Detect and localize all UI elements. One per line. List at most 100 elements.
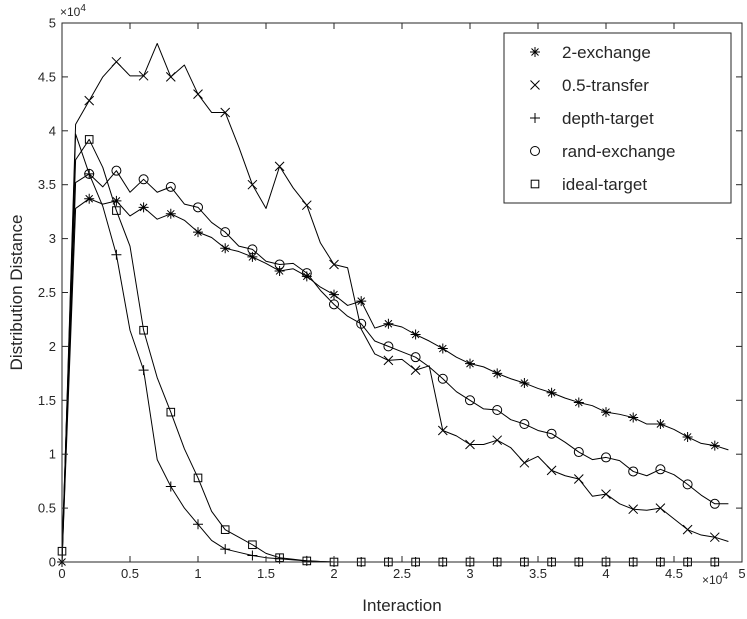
- data-point: [682, 524, 693, 535]
- y-tick-label: 4.5: [38, 69, 56, 84]
- data-point: [301, 200, 312, 211]
- data-point: [682, 479, 693, 490]
- data-point: [628, 466, 639, 477]
- data-point: [301, 271, 312, 282]
- data-point: [709, 440, 720, 451]
- legend-item: 2-exchange: [530, 43, 651, 62]
- y-tick-label: 0: [49, 555, 56, 570]
- data-point: [601, 452, 611, 463]
- data-point: [84, 193, 95, 204]
- data-point: [111, 165, 122, 176]
- legend-item: rand-exchange: [530, 142, 675, 161]
- data-point: [437, 343, 448, 354]
- legend-label: 0.5-transfer: [562, 76, 649, 95]
- data-point: [519, 457, 530, 468]
- legend-marker: [530, 179, 540, 189]
- data-point: [546, 387, 557, 398]
- x-tick-label: 5: [738, 566, 745, 581]
- legend-box: [503, 32, 732, 204]
- y-axis-exponent: ×104: [60, 3, 86, 19]
- data-point: [111, 249, 122, 260]
- series-0.5-transfer: [61, 42, 729, 563]
- data-point: [138, 202, 149, 213]
- legend-marker: [530, 146, 540, 156]
- data-point: [601, 489, 611, 499]
- data-point: [709, 498, 720, 509]
- data-point: [274, 265, 285, 276]
- data-point: [356, 296, 367, 307]
- data-point: [329, 259, 339, 270]
- data-point: [247, 179, 258, 190]
- data-point: [356, 318, 367, 329]
- y-tick-label: 4: [49, 123, 56, 138]
- legend-label: ideal-target: [562, 175, 647, 194]
- x-axis-label: Interaction: [362, 596, 441, 615]
- x-tick-label: 1.5: [257, 566, 275, 581]
- y-tick-label: 3.5: [38, 177, 56, 192]
- data-point: [274, 161, 285, 172]
- data-point: [655, 464, 666, 475]
- data-point: [193, 202, 203, 213]
- legend-marker: [530, 47, 540, 57]
- data-point: [165, 208, 176, 219]
- data-point: [111, 195, 122, 206]
- x-axis-exponent: ×104: [702, 571, 728, 587]
- data-point: [573, 474, 584, 484]
- data-point: [519, 378, 530, 389]
- data-point: [655, 503, 666, 513]
- data-point: [601, 407, 611, 418]
- y-tick-label: 0.5: [38, 501, 56, 516]
- x-tick-label: 3: [466, 566, 473, 581]
- data-point: [112, 206, 121, 215]
- data-point: [247, 550, 258, 561]
- data-point: [465, 439, 475, 450]
- y-tick-label: 1.5: [38, 393, 56, 408]
- data-point: [437, 425, 448, 436]
- data-point: [492, 435, 503, 446]
- data-point: [220, 525, 230, 534]
- data-point: [247, 244, 258, 255]
- x-tick-label: 3.5: [529, 566, 547, 581]
- data-point: [573, 447, 584, 458]
- data-point: [165, 72, 176, 82]
- x-tick-label: 4.5: [665, 566, 683, 581]
- legend-label: depth-target: [562, 109, 654, 128]
- legend-marker: [530, 113, 540, 123]
- data-point: [383, 341, 394, 352]
- y-tick-label: 5: [49, 16, 56, 31]
- data-point: [111, 56, 122, 67]
- data-point: [275, 553, 284, 562]
- data-point: [138, 70, 149, 81]
- y-tick-label: 1: [49, 447, 56, 462]
- legend: 2-exchange 0.5-transfer depth-target rand-e…: [503, 32, 732, 204]
- data-point: [628, 412, 639, 423]
- legend-label: rand-exchange: [562, 142, 675, 161]
- legend-marker: [530, 80, 540, 90]
- data-point: [437, 373, 448, 384]
- data-point: [709, 532, 720, 543]
- series-line: [61, 198, 729, 563]
- data-point: [682, 431, 693, 442]
- data-point: [84, 168, 95, 179]
- legend-item: ideal-target: [530, 175, 647, 194]
- data-point: [220, 243, 231, 254]
- data-point: [139, 325, 148, 335]
- x-tick-label: 1: [194, 566, 201, 581]
- data-point: [465, 358, 475, 369]
- x-tick-label: 0.5: [121, 566, 139, 581]
- data-point: [546, 465, 557, 476]
- data-point: [655, 419, 666, 430]
- data-point: [220, 107, 231, 118]
- data-point: [193, 89, 203, 100]
- data-point: [302, 556, 312, 566]
- y-axis-label: Distribution Distance: [7, 215, 26, 371]
- data-point: [138, 365, 149, 376]
- legend-item: depth-target: [530, 109, 654, 128]
- data-point: [193, 227, 203, 238]
- data-point: [628, 504, 639, 515]
- data-point: [329, 299, 339, 310]
- data-point: [383, 318, 394, 329]
- data-point: [573, 397, 584, 408]
- data-point: [84, 135, 94, 144]
- x-tick-label: 4: [602, 566, 609, 581]
